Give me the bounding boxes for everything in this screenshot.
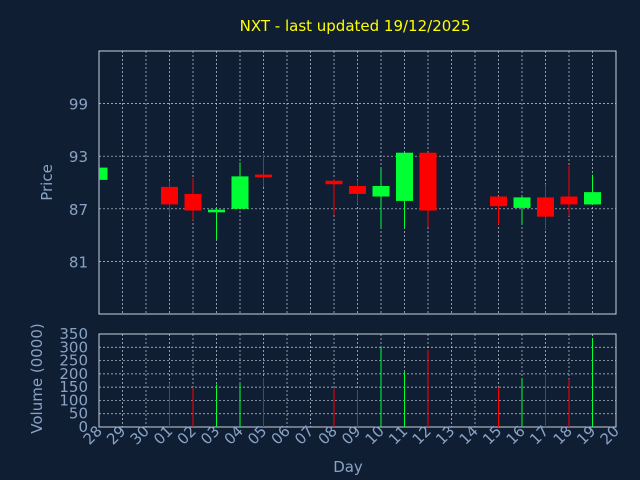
x-tick-label: 08 (315, 422, 341, 448)
volume-tick-label: 250 (59, 352, 88, 370)
x-tick-label: 02 (174, 422, 200, 448)
candles-group (99, 152, 601, 240)
x-tick-label: 14 (456, 422, 482, 448)
candle-body (99, 167, 108, 180)
volume-tick-label: 200 (59, 365, 88, 383)
candle-body (537, 197, 554, 217)
volume-axis-label: Volume (0000) (28, 323, 46, 433)
candle-body (161, 186, 178, 205)
x-tick-label: 04 (221, 422, 247, 448)
x-tick-label: 06 (268, 422, 294, 448)
x-tick-label: 10 (362, 422, 388, 448)
candle-body (372, 186, 390, 197)
x-tick-label: 30 (127, 422, 153, 448)
candle-body (513, 197, 531, 208)
x-tick-label: 20 (597, 422, 623, 448)
candle-body (396, 152, 413, 201)
x-tick-label: 05 (244, 422, 270, 448)
candle-body (325, 180, 343, 185)
volume-tick-label: 300 (59, 338, 88, 356)
candle-body (208, 209, 225, 213)
candle-body (255, 174, 272, 178)
price-axis-label: Price (38, 164, 56, 201)
candle-body (231, 176, 249, 209)
candle-body (184, 193, 202, 211)
candle-body (349, 186, 366, 194)
x-tick-label: 15 (479, 422, 505, 448)
x-tick-label: 09 (338, 422, 364, 448)
price-tick-label: 81 (69, 253, 88, 271)
x-tick-label: 19 (573, 422, 599, 448)
x-tick-label: 11 (385, 422, 411, 448)
volume-tick-label: 350 (59, 325, 88, 343)
x-tick-label: 01 (150, 422, 176, 448)
volume-tick-label: 150 (59, 378, 88, 396)
price-tick-label: 93 (69, 148, 88, 166)
candle-body (490, 196, 507, 207)
x-tick-label: 07 (291, 422, 317, 448)
x-tick-label: 29 (103, 422, 129, 448)
x-tick-label: 12 (409, 422, 435, 448)
x-tick-label: 03 (197, 422, 223, 448)
candle-body (584, 192, 601, 205)
x-tick-label: 13 (432, 422, 458, 448)
volume-tick-label: 100 (59, 391, 88, 409)
volume-tick-label: 50 (69, 405, 88, 423)
price-tick-label: 99 (69, 96, 88, 114)
x-tick-label: 18 (550, 422, 576, 448)
x-tick-label: 16 (503, 422, 529, 448)
candle-body (419, 152, 437, 211)
candle-body (560, 196, 578, 205)
volume-tick-label: 0 (78, 418, 88, 436)
chart-title: NXT - last updated 19/12/2025 (240, 17, 471, 35)
x-tick-label: 17 (526, 422, 552, 448)
price-tick-label: 87 (69, 201, 88, 219)
x-axis-label: Day (333, 458, 363, 476)
